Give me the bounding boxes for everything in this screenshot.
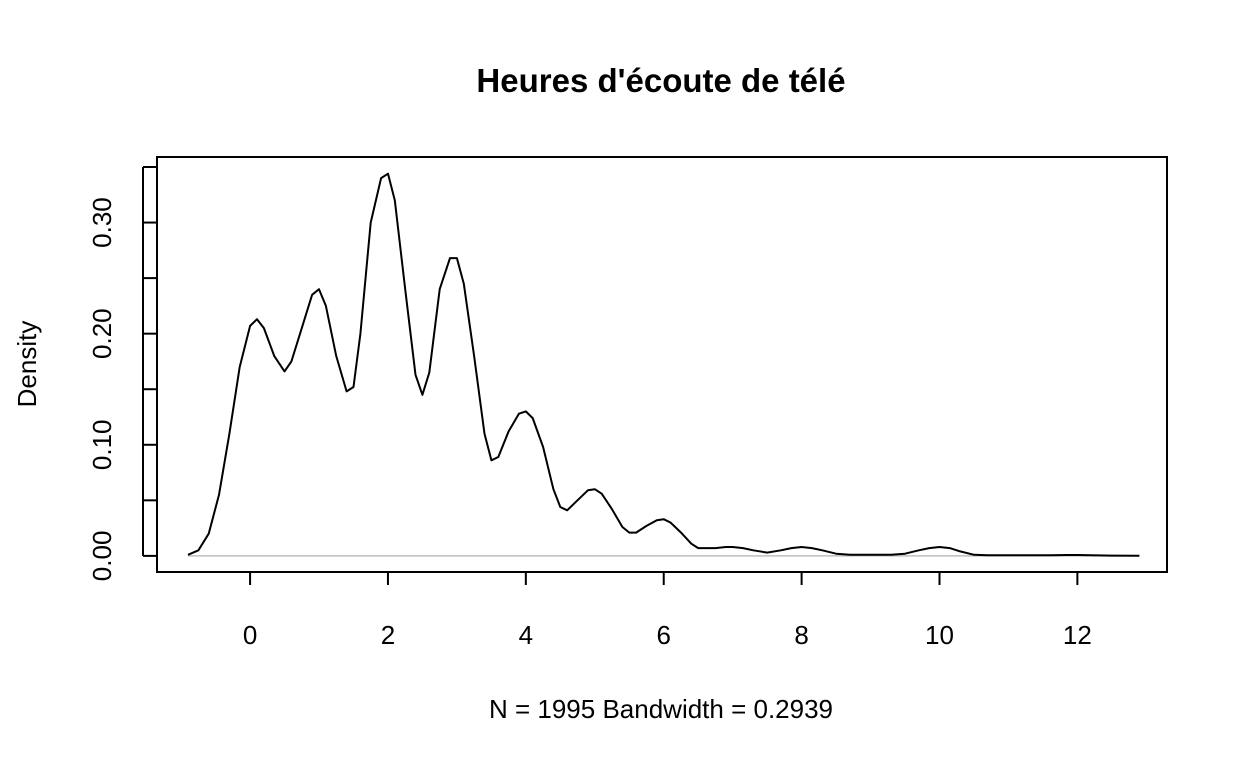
chart-title: Heures d'écoute de télé [476,62,845,99]
x-tick-label: 12 [1063,620,1092,650]
x-tick-label: 4 [519,620,533,650]
x-tick-label: 10 [925,620,954,650]
x-axis-label: N = 1995 Bandwidth = 0.2939 [489,694,833,724]
y-axis: 0.00 0.10 0.20 0.30 [87,166,156,582]
x-tick-label: 2 [381,620,395,650]
density-line [187,172,1140,557]
x-tick-label: 6 [656,620,670,650]
x-tick-label: 0 [243,620,257,650]
y-tick-label: 0.00 [87,531,117,582]
x-axis: 0 2 4 6 8 10 12 [243,571,1092,650]
y-tick-label: 0.20 [87,308,117,359]
series-layer [187,172,1140,557]
y-tick-label: 0.30 [87,197,117,248]
y-axis-label: Density [12,321,42,408]
x-tick-label: 8 [794,620,808,650]
y-tick-label: 0.10 [87,419,117,470]
plot-frame [156,156,1168,573]
